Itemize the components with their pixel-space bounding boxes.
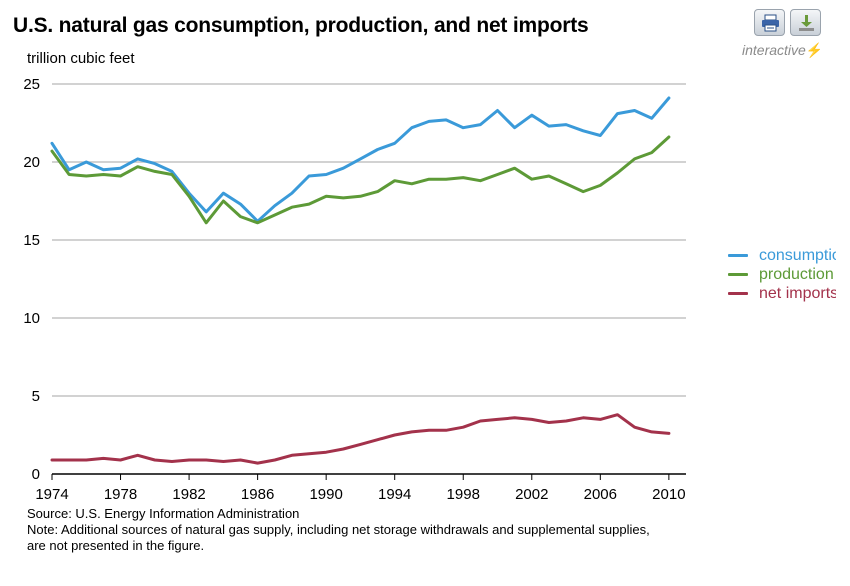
print-icon — [762, 14, 779, 32]
note-line-2: are not presented in the figure. — [27, 538, 205, 553]
x-tick-label-2010: 2010 — [652, 486, 685, 503]
x-tick-label-1978: 1978 — [104, 486, 137, 503]
x-tick-label-2006: 2006 — [584, 486, 617, 503]
legend-label-consumption: consumptio — [759, 247, 836, 264]
interactive-label: interactive — [742, 42, 806, 58]
series-line-net-imports — [50, 413, 671, 465]
chart-grid — [52, 83, 686, 397]
x-tick-label-1982: 1982 — [172, 486, 205, 503]
legend-swatch-consumption — [728, 254, 748, 257]
chart-legend: consumptio production net imports — [728, 246, 836, 303]
y-tick-label-5: 5 — [32, 388, 40, 405]
chart-axes — [51, 473, 686, 480]
lightning-bolt-icon: ⚡ — [805, 42, 824, 58]
download-icon — [799, 15, 814, 31]
y-tick-label-25: 25 — [23, 76, 40, 93]
legend-item-net-imports[interactable]: net imports — [728, 284, 836, 303]
source-note: Source: U.S. Energy Information Administ… — [27, 506, 727, 554]
y-tick-label-15: 15 — [23, 232, 40, 249]
legend-item-consumption[interactable]: consumptio — [728, 246, 836, 265]
legend-label-net-imports: net imports — [759, 285, 836, 302]
x-tick-label-1994: 1994 — [378, 486, 411, 503]
download-button[interactable] — [790, 9, 821, 36]
y-tick-label-20: 20 — [23, 154, 40, 171]
y-tick-label-10: 10 — [23, 310, 40, 327]
legend-swatch-production — [728, 273, 748, 276]
x-tick-label-1974: 1974 — [35, 486, 68, 503]
x-tick-label-1998: 1998 — [447, 486, 480, 503]
legend-swatch-net-imports — [728, 292, 748, 295]
interactive-link[interactable]: interactive⚡ — [742, 42, 823, 59]
legend-item-production[interactable]: production — [728, 265, 836, 284]
x-tick-label-1990: 1990 — [309, 486, 342, 503]
print-button[interactable] — [754, 9, 785, 36]
source-line: Source: U.S. Energy Information Administ… — [27, 506, 300, 521]
x-tick-label-1986: 1986 — [241, 486, 274, 503]
chart-title: U.S. natural gas consumption, production… — [13, 14, 589, 37]
legend-label-production: production — [759, 266, 834, 283]
chart-toolbar: interactive⚡ — [742, 9, 824, 67]
chart-series — [50, 96, 671, 465]
y-tick-label-0: 0 — [32, 466, 40, 483]
note-line-1: Note: Additional sources of natural gas … — [27, 522, 650, 537]
x-tick-label-2002: 2002 — [515, 486, 548, 503]
series-line-consumptio — [50, 96, 671, 223]
chart-tick-labels: 0 5 10 15 20 25 1974 1978 1982 1986 1990 1994 1998 20… — [23, 76, 685, 503]
series-line-production — [50, 135, 671, 225]
y-axis-unit-label: trillion cubic feet — [27, 50, 135, 67]
